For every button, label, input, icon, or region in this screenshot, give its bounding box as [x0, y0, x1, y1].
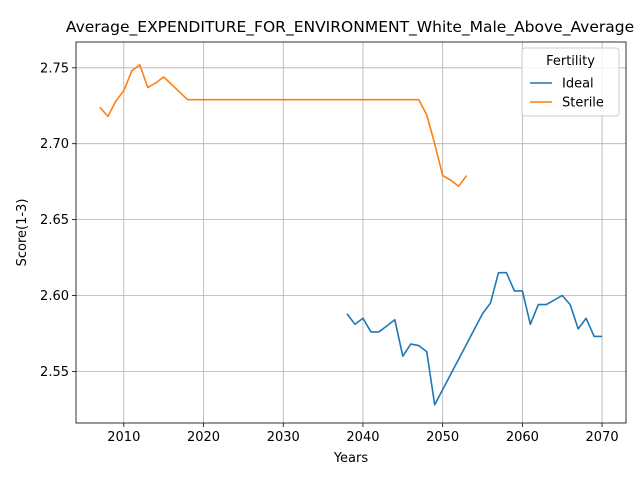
x-tick-label: 2010 — [107, 430, 140, 445]
legend-title: Fertility — [546, 54, 595, 69]
y-tick-label: 2.70 — [40, 137, 69, 152]
x-tick-label: 2030 — [267, 430, 300, 445]
legend-label-sterile: Sterile — [562, 96, 604, 111]
x-tick-label: 2060 — [506, 430, 539, 445]
series-line-ideal — [346, 271, 603, 406]
x-tick-label: 2070 — [586, 430, 619, 445]
grid — [76, 42, 626, 423]
x-tick-label: 2050 — [426, 430, 459, 445]
legend-entries: Ideal Sterile — [530, 77, 604, 111]
x-axis-label: Years — [333, 451, 369, 466]
legend: Fertility Ideal Sterile — [521, 47, 620, 117]
y-axis-label: Score(1-3) — [15, 199, 30, 267]
y-tick-label: 2.55 — [40, 365, 69, 380]
series-lines — [99, 63, 603, 406]
legend-label-ideal: Ideal — [562, 77, 594, 92]
axis-ticks: 2010 2020 2030 2040 2050 2060 2070 2.55 2.60 2.65… — [40, 61, 619, 445]
x-tick-label: 2040 — [346, 430, 379, 445]
y-tick-label: 2.60 — [40, 289, 69, 304]
series-line-sterile — [99, 63, 468, 187]
legend-box — [521, 47, 620, 117]
chart-title: Average_EXPENDITURE_FOR_ENVIRONMENT_Whit… — [66, 18, 634, 37]
x-tick-label: 2020 — [187, 430, 220, 445]
plot-frame — [75, 41, 627, 424]
y-tick-label: 2.75 — [40, 61, 69, 76]
y-tick-label: 2.65 — [40, 213, 69, 228]
